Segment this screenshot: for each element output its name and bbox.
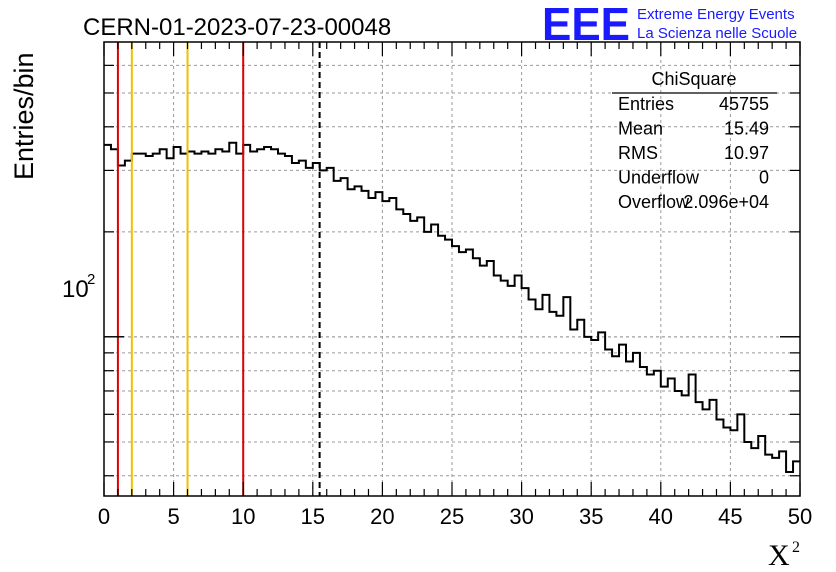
x-tick-label: 30 <box>509 504 533 529</box>
stats-label: RMS <box>618 143 658 163</box>
x-tick-label: 10 <box>231 504 255 529</box>
x-axis-title: X 2 <box>768 539 800 572</box>
eee-logo-line2: La Scienza nelle Scuole <box>637 25 797 42</box>
y-tick-label-base: 10 <box>62 276 89 303</box>
stats-value: 2.096e+04 <box>683 192 769 212</box>
reference-lines <box>116 42 321 496</box>
x-tick-label: 45 <box>718 504 742 529</box>
y-tick-label: 10 2 <box>62 271 95 303</box>
y-tick-label-exp: 2 <box>87 271 95 288</box>
stats-label: Underflow <box>618 168 700 188</box>
grid <box>104 42 800 496</box>
x-tick-label: 50 <box>788 504 812 529</box>
x-tick-label: 25 <box>440 504 464 529</box>
axis-ticks <box>103 42 801 496</box>
y-axis-title: Entries/bin <box>9 52 39 180</box>
x-axis-title-base: X <box>768 539 790 572</box>
stats-label: Entries <box>618 94 674 114</box>
stats-label: Overflow <box>618 192 690 212</box>
stats-label: Mean <box>618 119 663 139</box>
x-tick-label: 0 <box>98 504 110 529</box>
histogram-series <box>104 141 800 474</box>
stats-title: ChiSquare <box>651 69 736 89</box>
x-tick-label: 15 <box>301 504 325 529</box>
x-tick-labels: 0 5 10 15 20 25 30 35 40 45 50 <box>98 504 812 529</box>
stats-value: 10.97 <box>724 143 769 163</box>
run-title: CERN-01-2023-07-23-00048 <box>83 14 391 41</box>
stats-box: ChiSquare Entries 45755 Mean 15.49 RMS 10.97 U… <box>612 69 777 212</box>
stats-value: 45755 <box>719 94 769 114</box>
x-axis-title-sup: 2 <box>792 539 800 556</box>
stats-value: 0 <box>759 168 769 188</box>
x-tick-label: 40 <box>649 504 673 529</box>
stats-value: 15.49 <box>724 119 769 139</box>
eee-logo: EEE Extreme Energy Events La Scienza nel… <box>542 0 797 50</box>
x-tick-label: 35 <box>579 504 603 529</box>
x-tick-label: 20 <box>370 504 394 529</box>
x-tick-label: 5 <box>167 504 179 529</box>
eee-logo-line1: Extreme Energy Events <box>637 6 795 23</box>
